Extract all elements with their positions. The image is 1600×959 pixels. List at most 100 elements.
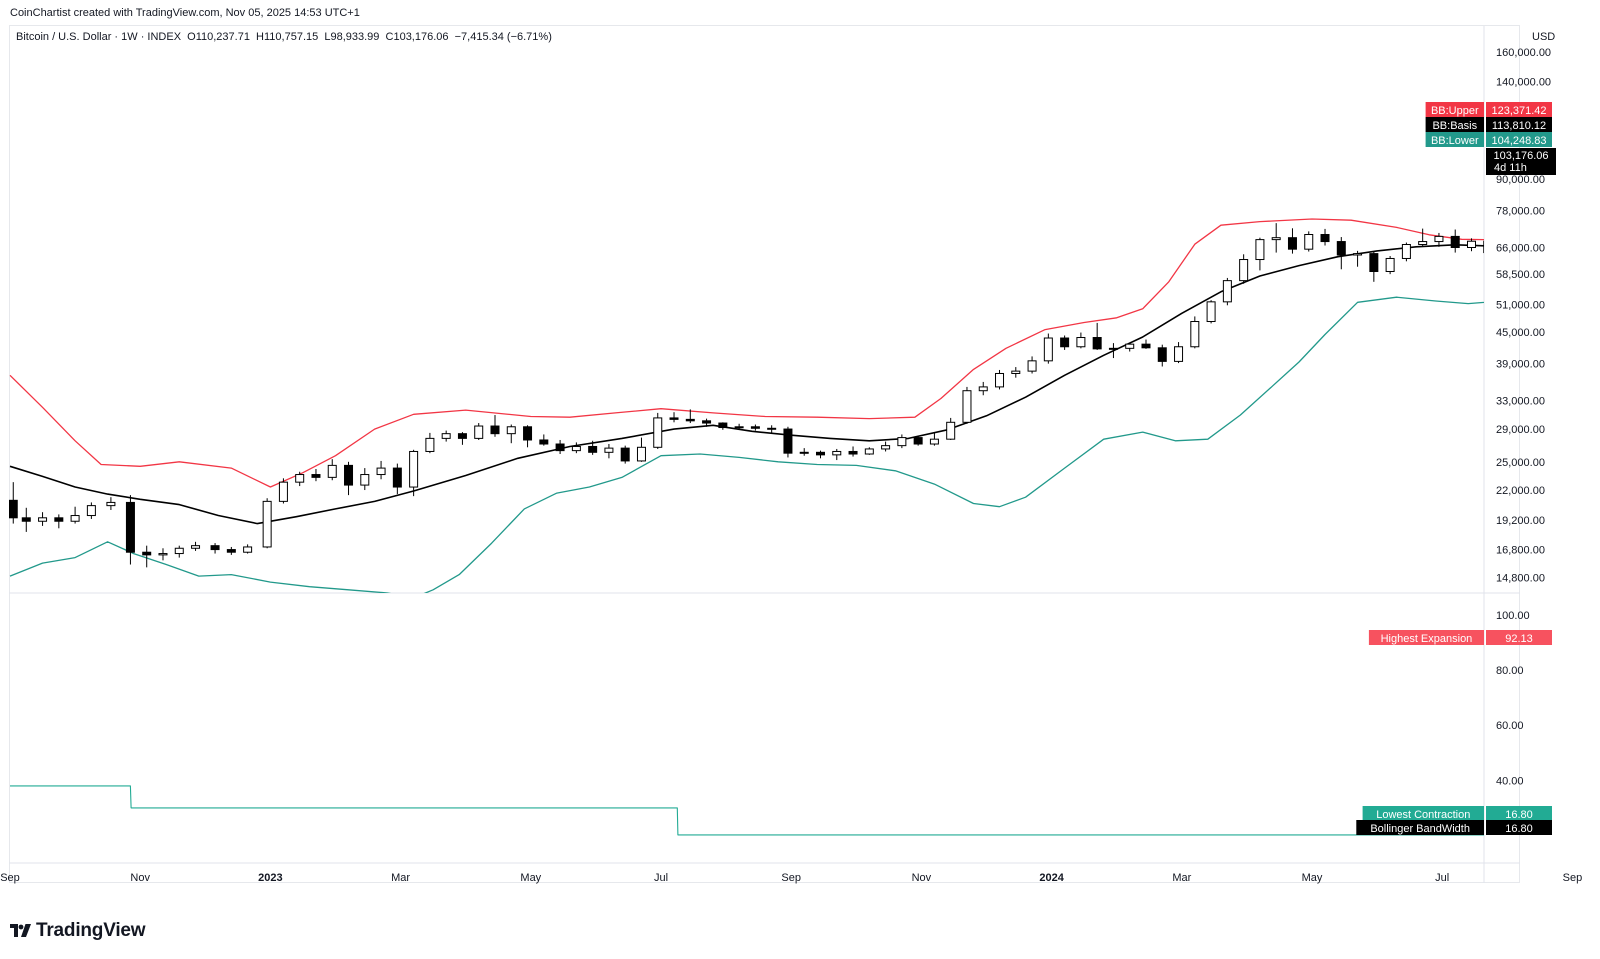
- candle-up: [1385, 257, 1395, 273]
- candle-up: [978, 386, 988, 392]
- candle-down: [1287, 237, 1297, 250]
- price-tick-label: 140,000.00: [1496, 76, 1551, 88]
- candle-down: [1369, 253, 1379, 273]
- candle-up: [962, 390, 972, 423]
- price-tick-label: 160,000.00: [1496, 47, 1551, 59]
- candle-down: [539, 439, 549, 445]
- price-tag-value-bg: [1486, 117, 1552, 132]
- candle-down: [848, 450, 858, 455]
- candle-down: [767, 427, 777, 430]
- price-tag-name-bg: [1425, 117, 1484, 132]
- price-tag-name: Highest Expansion: [1381, 633, 1473, 645]
- candle-up: [243, 546, 253, 553]
- price-tag-name-bg: [1425, 132, 1484, 147]
- candle-up: [1011, 370, 1021, 374]
- price-tag-value: 104,248.83: [1491, 135, 1546, 147]
- candle-up: [1401, 244, 1411, 259]
- time-tick-label: Jul: [654, 872, 668, 884]
- candle-up: [506, 426, 516, 435]
- price-tag-name: Bollinger BandWidth: [1370, 823, 1470, 835]
- price-tick-label: 51,000.00: [1496, 299, 1545, 311]
- currency-label[interactable]: USD: [1532, 31, 1556, 43]
- candle-up: [441, 433, 451, 439]
- bbw-line: [10, 634, 1600, 844]
- candle-up: [295, 474, 305, 483]
- candle-down: [913, 437, 923, 445]
- candle-up: [1043, 337, 1053, 362]
- time-tick-label: Mar: [391, 872, 410, 884]
- bbw-tick-label: 60.00: [1496, 720, 1524, 732]
- candle-down: [311, 474, 321, 478]
- price-tag-value-bg: [1486, 806, 1552, 821]
- bb-lower-line: [9, 296, 1484, 593]
- time-tick-label: Nov: [130, 872, 150, 884]
- price-tag-highest: Highest Expansion 92.13: [1368, 630, 1552, 645]
- candle-up: [174, 547, 184, 555]
- candle-down: [344, 464, 354, 486]
- price-tag-name-bg: [1425, 102, 1484, 117]
- price-tick-label: 29,000.00: [1496, 424, 1545, 436]
- candle-down: [1336, 241, 1346, 256]
- candle-down: [1157, 347, 1167, 362]
- price-tag-value-bg: [1486, 630, 1552, 645]
- candle-up: [1255, 239, 1265, 261]
- candle-down: [1092, 337, 1102, 350]
- tradingview-logo-text: TradingView: [36, 920, 146, 941]
- candle-down: [9, 499, 18, 519]
- tradingview-logo[interactable]: TradingView: [10, 920, 146, 942]
- price-tick-label: 45,000.00: [1496, 327, 1545, 339]
- price-tag-value-bg: [1486, 102, 1552, 117]
- candle-up: [571, 445, 581, 452]
- time-tick-label: Sep: [1563, 872, 1583, 884]
- price-tick-label: 22,000.00: [1496, 485, 1545, 497]
- candle-up: [1466, 240, 1476, 248]
- price-tag-basis: BB:Basis 113,810.12: [1425, 117, 1552, 132]
- chart-credit: CoinChartist created with TradingView.co…: [10, 7, 360, 19]
- candle-up: [376, 467, 386, 476]
- time-tick-label: 2023: [258, 872, 282, 884]
- price-tick-label: 90,000.00: [1496, 174, 1545, 186]
- candle-up: [262, 500, 272, 548]
- candle-up: [1434, 235, 1444, 243]
- price-tag-value-bg: [1486, 132, 1552, 147]
- candle-up: [1304, 234, 1314, 250]
- price-tick-label: 39,000.00: [1496, 359, 1545, 371]
- price-tick-label: 66,000.00: [1496, 242, 1545, 254]
- candle-down: [702, 420, 712, 424]
- price-tag-name: BB:Lower: [1431, 135, 1479, 147]
- lowest-line: [10, 785, 1484, 836]
- candle-up: [1108, 347, 1118, 350]
- candle-up: [278, 481, 288, 502]
- time-tick-label: 2024: [1039, 872, 1064, 884]
- candle-up: [327, 464, 337, 478]
- last-price-countdown: 4d 11h: [1494, 162, 1527, 174]
- candle-up: [636, 446, 646, 462]
- candle-down: [210, 545, 220, 551]
- time-tick-label: Mar: [1172, 872, 1191, 884]
- price-tick-label: 33,000.00: [1496, 396, 1545, 408]
- candle-down: [1581, 255, 1589, 273]
- tradingview-logo-icon: [10, 924, 31, 937]
- candle-down: [125, 501, 135, 553]
- candle-up: [864, 448, 874, 455]
- price-tick-label: 78,000.00: [1496, 206, 1545, 218]
- bb-upper-line: [9, 218, 1484, 488]
- bbw-tick-label: 80.00: [1496, 665, 1524, 677]
- candle-down: [54, 517, 64, 522]
- candle-up: [946, 421, 956, 440]
- candle-up: [1206, 301, 1216, 323]
- price-tag-name: Lowest Contraction: [1376, 809, 1470, 821]
- candle-up: [1190, 321, 1200, 348]
- candle-down: [669, 417, 679, 420]
- time-tick-label: May: [1302, 872, 1323, 884]
- chart-frame: [9, 25, 1520, 883]
- candle-up: [1027, 360, 1037, 372]
- candle-up: [106, 501, 116, 507]
- candle-down: [226, 549, 236, 553]
- bbw-tick-label: 40.00: [1496, 775, 1524, 787]
- price-tag-name: BB:Basis: [1432, 120, 1477, 132]
- candle-down: [685, 418, 695, 422]
- symbol-legend[interactable]: Bitcoin / U.S. Dollar · 1W · INDEX O110,…: [16, 31, 552, 43]
